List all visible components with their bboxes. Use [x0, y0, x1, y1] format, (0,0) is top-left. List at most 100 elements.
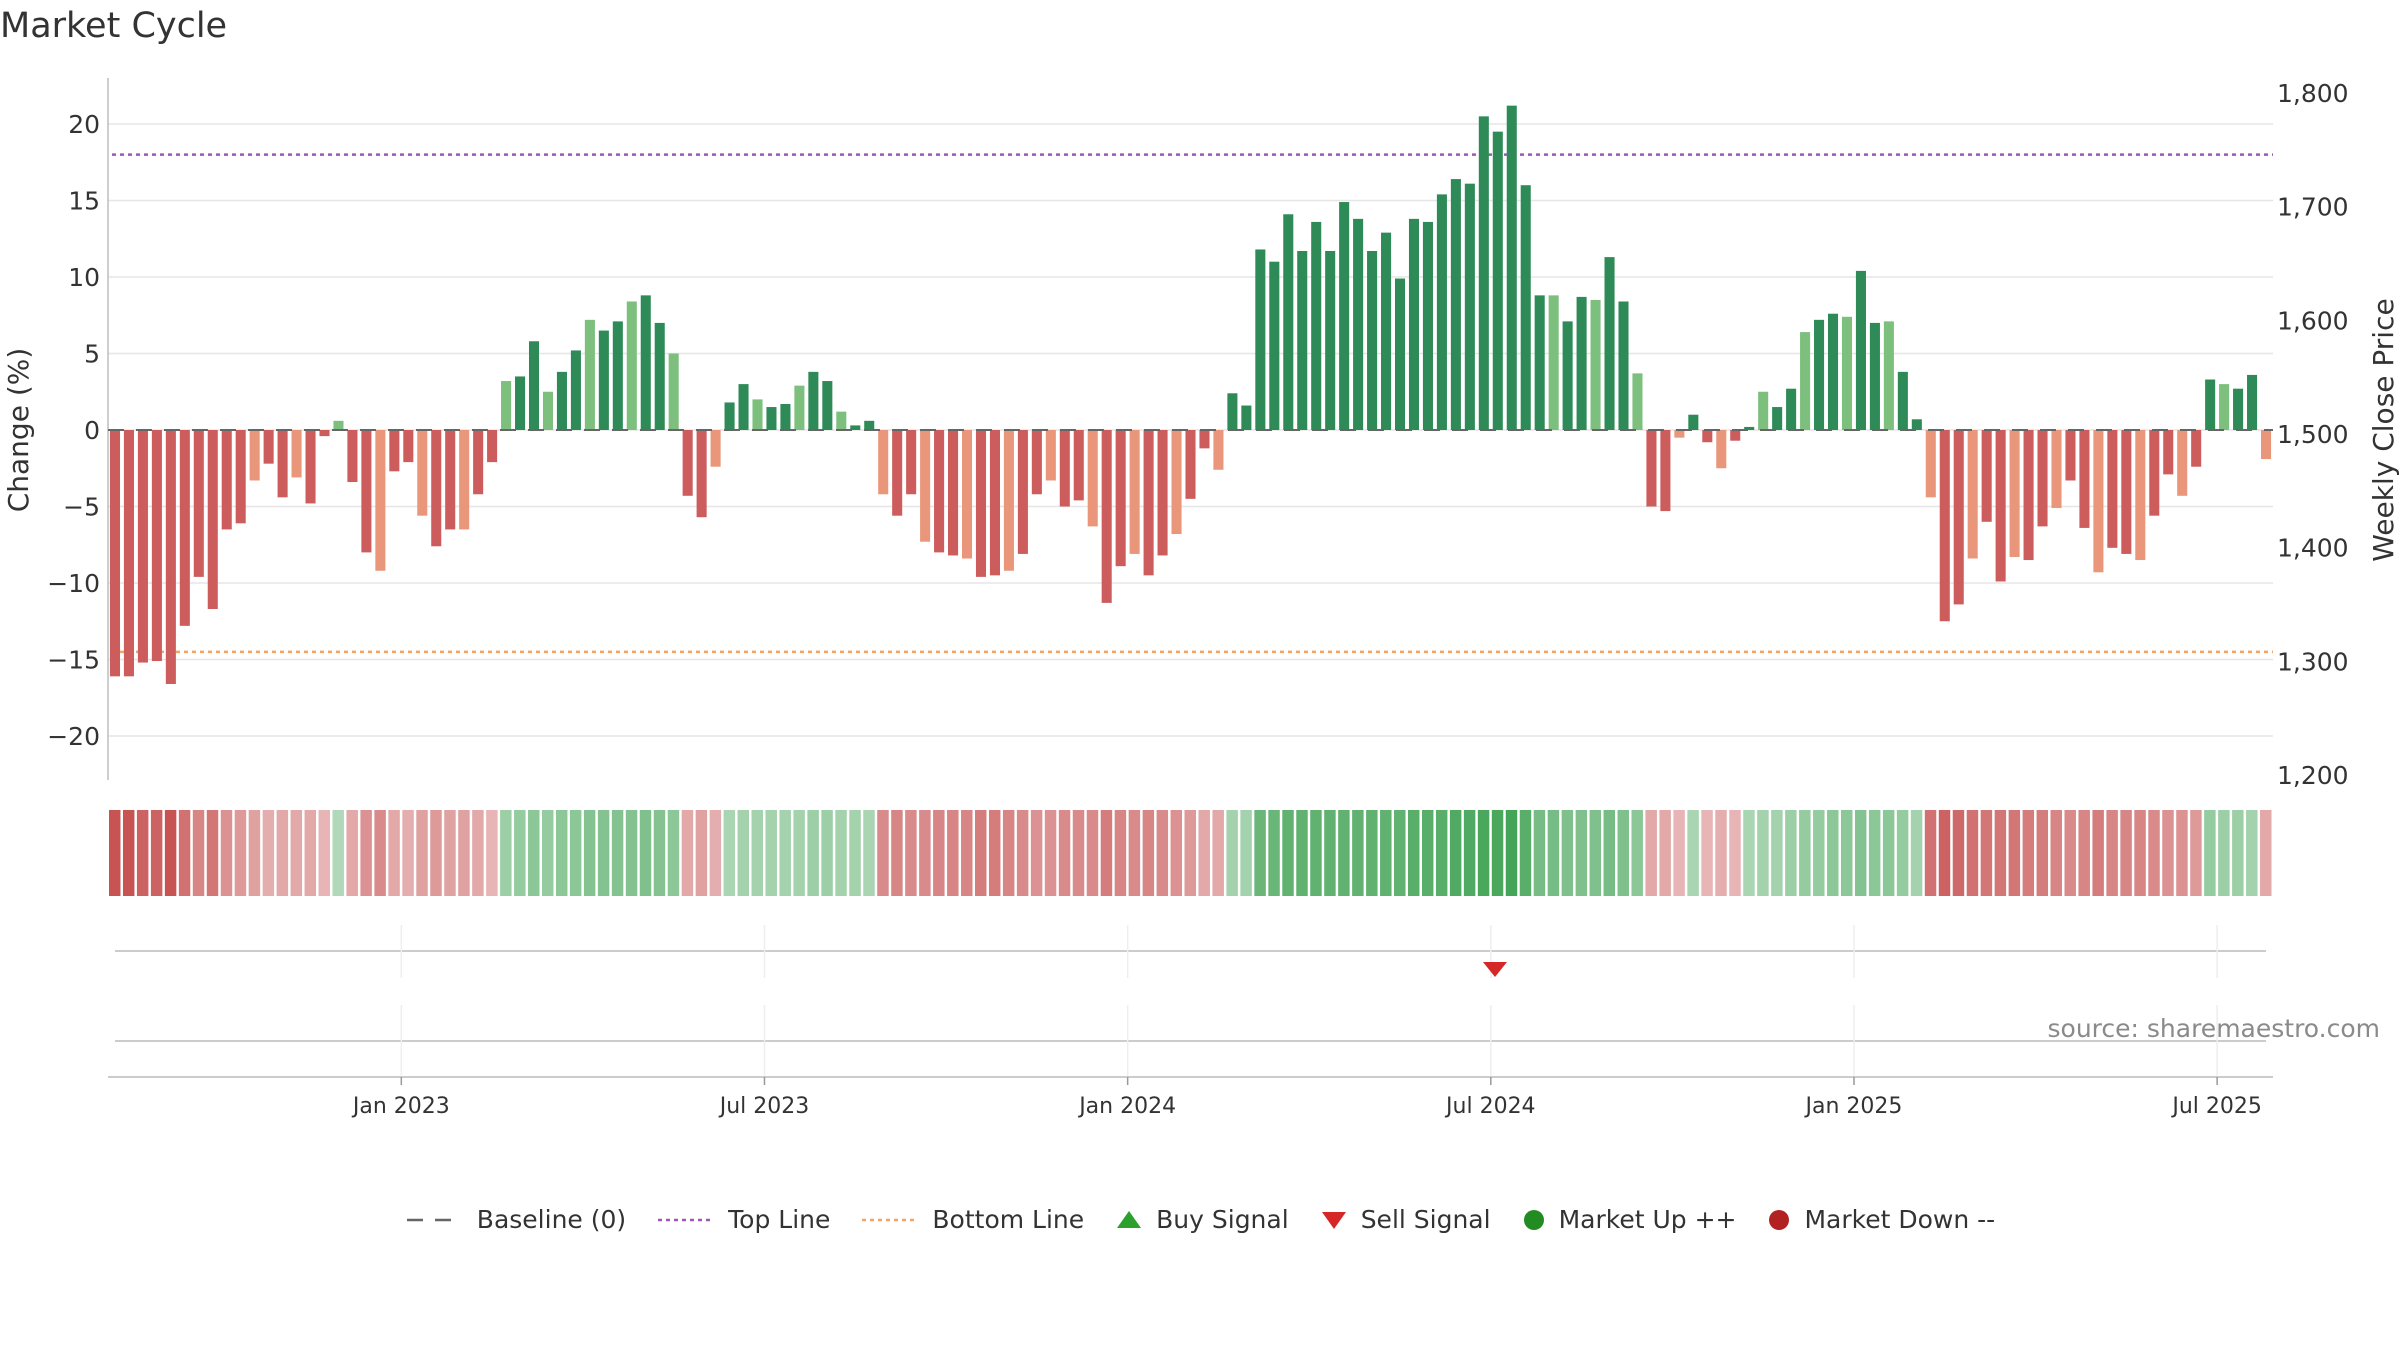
- bar: [1953, 430, 1964, 605]
- heat-cell: [332, 810, 344, 896]
- bar: [2135, 430, 2146, 561]
- heat-cell: [150, 810, 163, 896]
- bar: [515, 376, 526, 430]
- bar: [1869, 322, 1880, 430]
- heat-cell: [1645, 810, 1657, 896]
- bar: [1241, 405, 1252, 430]
- bar: [2009, 430, 2020, 557]
- legend-item-market-up[interactable]: Market Up ++: [1521, 1205, 1736, 1234]
- bar: [417, 430, 428, 516]
- legend-item-buy-signal[interactable]: Buy Signal: [1114, 1205, 1289, 1234]
- bar: [2065, 430, 2076, 481]
- heat-cell: [933, 810, 945, 896]
- bar: [2260, 430, 2272, 460]
- bar: [1059, 430, 1070, 507]
- bar: [1730, 430, 1741, 441]
- x-tick-label: Jan 2025: [1804, 1094, 1903, 1119]
- heat-cell: [1952, 810, 1965, 896]
- heat-cell: [1575, 810, 1588, 896]
- heat-cell: [1924, 810, 1937, 896]
- heat-cell: [2106, 810, 2118, 896]
- heat-cell: [1882, 810, 1895, 896]
- heat-cell: [1408, 810, 1420, 896]
- heat-cell: [1827, 810, 1839, 896]
- bar: [151, 430, 162, 662]
- heat-cell: [1868, 810, 1881, 896]
- bar: [473, 430, 484, 495]
- heat-cell: [1338, 810, 1350, 896]
- heat-cell: [555, 810, 568, 896]
- legend-item-bottom-line[interactable]: Bottom Line: [860, 1205, 1084, 1234]
- heat-cell: [164, 810, 177, 896]
- bar: [598, 330, 609, 430]
- heat-cell: [1254, 810, 1266, 896]
- bar: [1981, 430, 1992, 522]
- legend-item-sell-signal[interactable]: Sell Signal: [1319, 1205, 1491, 1234]
- bar: [1213, 430, 1224, 470]
- heat-cell: [528, 810, 540, 896]
- heat-cell: [709, 810, 722, 896]
- bar: [1827, 313, 1839, 430]
- heat-cell: [2078, 810, 2090, 896]
- bar: [668, 353, 679, 430]
- buy-signal-triangle-icon: [1117, 1210, 1142, 1228]
- heat-cell: [1799, 810, 1811, 896]
- heat-cell: [2176, 810, 2188, 896]
- heat-cell: [1463, 810, 1476, 896]
- y-tick-label: 10: [68, 263, 100, 292]
- bar: [137, 430, 148, 663]
- y2-axis-title: Weekly Close Price: [2367, 298, 2400, 561]
- bar: [822, 381, 833, 430]
- heat-cell: [402, 810, 414, 896]
- x-tick-label: Jul 2025: [2170, 1094, 2262, 1119]
- heat-cell: [751, 810, 763, 896]
- legend-item-market-down[interactable]: Market Down --: [1766, 1205, 1995, 1234]
- heat-cell: [863, 810, 875, 896]
- heat-cell: [444, 810, 456, 896]
- heat-cell: [667, 810, 680, 896]
- heat-cell: [1240, 810, 1252, 896]
- bar: [2121, 430, 2132, 554]
- bar: [1227, 393, 1238, 430]
- heat-cell: [975, 810, 987, 896]
- bar: [1758, 391, 1769, 430]
- bar: [1492, 131, 1503, 430]
- bar: [305, 430, 316, 504]
- bar: [1520, 185, 1531, 430]
- x-tick-label: Jul 2023: [718, 1094, 810, 1119]
- heat-cell: [136, 810, 149, 896]
- heat-cell: [1729, 810, 1741, 896]
- heat-cell: [653, 810, 666, 896]
- bar: [975, 430, 987, 577]
- heat-cell: [1184, 810, 1196, 896]
- heat-cell: [388, 810, 400, 896]
- bar: [1772, 407, 1783, 430]
- legend-item-top-line[interactable]: Top Line: [656, 1205, 830, 1234]
- bar: [1269, 261, 1280, 430]
- heat-cell: [1980, 810, 1993, 896]
- heat-cell: [1673, 810, 1685, 896]
- heat-cell: [1589, 810, 1602, 896]
- bar: [738, 384, 749, 430]
- heat-cell: [1841, 810, 1853, 896]
- bar: [1045, 430, 1056, 481]
- bar: [1381, 232, 1392, 430]
- heat-cell: [178, 810, 191, 896]
- heat-cell: [1477, 810, 1490, 896]
- bar: [528, 341, 540, 430]
- heat-cell: [262, 810, 275, 896]
- bar: [1297, 250, 1308, 430]
- heat-cell: [2008, 810, 2021, 896]
- top-line-swatch-icon: [658, 1218, 715, 1221]
- heat-cell: [1966, 810, 1979, 896]
- bar: [1604, 257, 1615, 430]
- bar: [1185, 430, 1196, 499]
- bar: [2023, 430, 2034, 561]
- heat-cell: [1519, 810, 1532, 896]
- bar: [347, 430, 358, 483]
- heat-cell: [793, 810, 805, 896]
- legend-item-baseline[interactable]: Baseline (0): [405, 1205, 626, 1234]
- heat-cell: [500, 810, 512, 896]
- bar: [1618, 301, 1629, 430]
